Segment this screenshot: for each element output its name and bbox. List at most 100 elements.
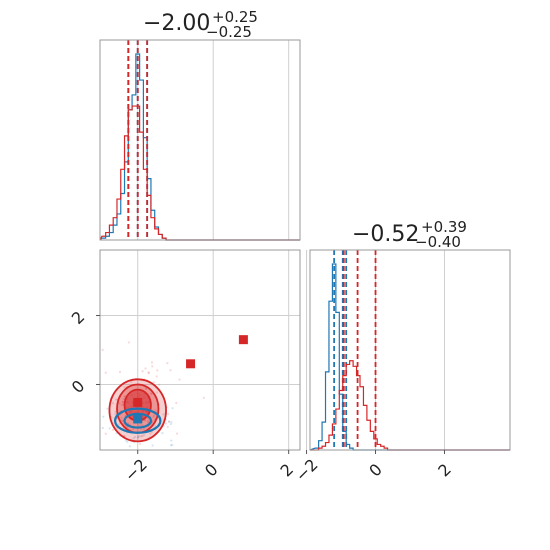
marker-red [238, 335, 248, 345]
sample-point [144, 419, 147, 422]
x-tick-label: 2 [434, 460, 455, 481]
param2-title-value: −0.52 [352, 222, 419, 247]
sample-point [171, 407, 174, 410]
sample-point [125, 439, 128, 442]
sample-point [106, 407, 109, 410]
contour-blue-level [123, 412, 153, 429]
y-tick-label: 2 [68, 307, 89, 328]
panel-frame [309, 249, 511, 451]
joint-panel: −2 0 202 [68, 249, 301, 485]
sample-point [139, 442, 142, 445]
marker-red [133, 397, 143, 407]
sample-point [153, 424, 157, 427]
sample-point [139, 424, 142, 427]
sample-point [122, 397, 125, 401]
sample-point [138, 434, 141, 438]
sample-point [161, 432, 164, 435]
sample-point [154, 409, 157, 412]
param1-title-plus: +0.25 [212, 8, 258, 26]
sample-point [104, 432, 107, 435]
sample-point [167, 420, 170, 423]
sample-point [141, 424, 144, 427]
panel-frame [99, 249, 301, 451]
param1-title-minus: −0.25 [206, 23, 252, 41]
y-tick-label: 0 [68, 376, 89, 397]
sample-point [152, 414, 156, 417]
sample-point [114, 410, 117, 413]
sample-point [137, 424, 140, 427]
param2-title-plus: +0.39 [421, 218, 467, 236]
sample-point [150, 361, 154, 364]
contour-blue-level [113, 407, 162, 434]
sample-point [150, 393, 153, 396]
sample-point [128, 445, 131, 448]
sample-point [146, 419, 150, 422]
sample-point [104, 371, 107, 374]
sample-point [152, 381, 155, 384]
sample-point [155, 391, 159, 394]
histogram-blue-series [99, 53, 300, 241]
param1-title-value: −2.00 [143, 11, 210, 36]
sample-point [141, 434, 144, 438]
sample-point [102, 415, 105, 418]
histogram-red-series [310, 360, 510, 451]
panel-frame [99, 39, 301, 241]
sample-point [156, 369, 159, 372]
sample-point [202, 396, 205, 399]
marginal-param2-panel: −2 0 2 [292, 249, 511, 485]
sample-point [131, 428, 135, 431]
sample-point [175, 401, 178, 405]
sample-point [123, 395, 126, 398]
sample-point [134, 435, 137, 438]
param1-title: −2.00 [143, 11, 210, 36]
sample-point [170, 439, 173, 442]
sample-point [171, 443, 174, 446]
sample-point [169, 422, 172, 426]
sample-point [118, 422, 121, 426]
sample-point [169, 444, 173, 447]
sample-point [150, 392, 153, 395]
sample-point [137, 435, 140, 439]
marker-red [186, 359, 196, 369]
sample-point [127, 341, 130, 344]
sample-point [147, 371, 150, 374]
marker-blue [133, 414, 143, 424]
sample-point [170, 421, 173, 424]
sample-point [164, 422, 168, 425]
sample-point [121, 400, 124, 403]
sample-point [149, 432, 152, 435]
x-tick-label: −2 [292, 455, 322, 485]
sample-point [143, 433, 146, 437]
sample-point [120, 416, 123, 419]
sample-point [141, 370, 144, 373]
sample-point [130, 380, 133, 384]
sample-point [140, 435, 143, 438]
sample-point [136, 436, 140, 439]
x-tick-label: −2 [121, 455, 151, 485]
sample-point [169, 369, 172, 372]
joint-plot-area [94, 250, 300, 458]
sample-point [166, 425, 169, 428]
x-tick-label: 0 [365, 460, 386, 481]
sample-point [142, 427, 145, 430]
sample-point [94, 456, 96, 458]
histogram-blue-series [309, 263, 510, 451]
sample-point [155, 375, 158, 378]
sample-point [168, 420, 171, 423]
sample-point [126, 440, 129, 444]
sample-point [114, 398, 118, 401]
sample-point [151, 365, 154, 368]
sample-point [118, 402, 121, 405]
sample-point [132, 437, 135, 440]
sample-point [158, 383, 161, 386]
sample-point [114, 412, 117, 416]
param2-title-minus: −0.40 [415, 233, 461, 251]
sample-point [162, 413, 165, 416]
sample-point [111, 402, 115, 405]
sample-point [178, 378, 181, 381]
sample-point [121, 400, 124, 404]
sample-point [175, 432, 179, 435]
param2-title: −0.52 [352, 222, 419, 247]
sample-point [152, 415, 155, 419]
